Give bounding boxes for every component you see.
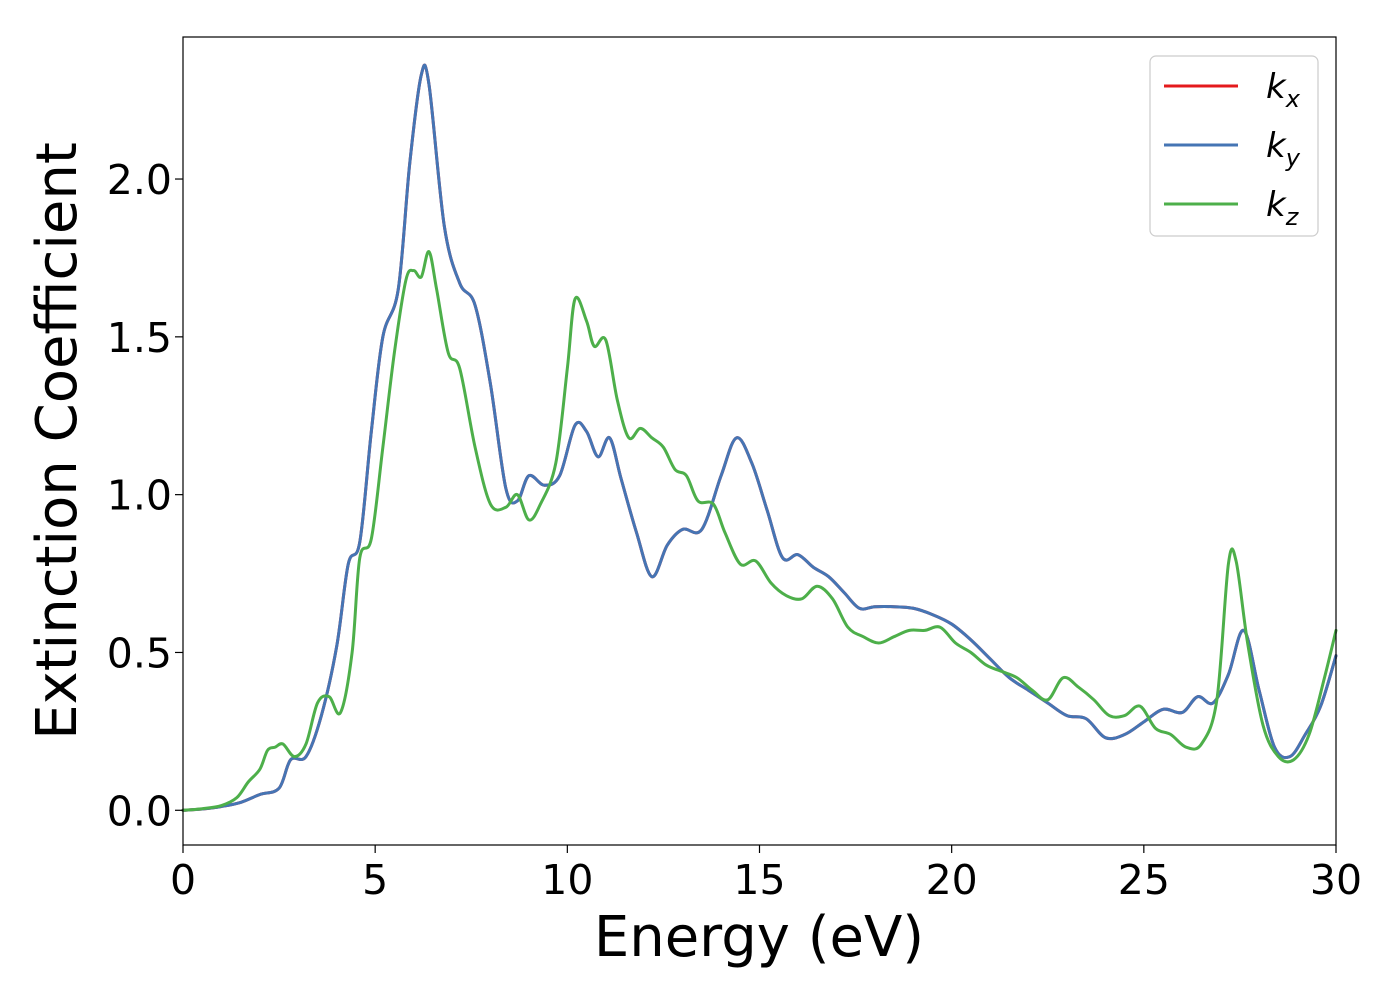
y-tick-label: 0.0: [107, 787, 172, 835]
legend-label-x: kx: [1266, 67, 1301, 113]
x-tick-label: 5: [362, 856, 388, 904]
x-tick-label: 10: [541, 856, 593, 904]
x-tick-label: 15: [733, 856, 785, 904]
y-tick-label: 1.5: [107, 314, 172, 362]
y-axis: 0.0 0.5 1.0 1.5 2.0: [107, 156, 183, 835]
legend: kx ky kz: [1149, 55, 1319, 237]
x-tick-label: 0: [170, 856, 196, 904]
legend-label-z: kz: [1266, 185, 1300, 231]
y-tick-label: 1.0: [107, 472, 172, 520]
series-line-y: [181, 63, 1338, 812]
x-tick-label: 30: [1310, 856, 1362, 904]
legend-label-y: ky: [1266, 126, 1301, 172]
x-axis: 0 5 10 15 20 25 30: [170, 845, 1362, 904]
x-axis-title: Energy (eV): [594, 905, 924, 970]
series-line-z: [181, 250, 1338, 812]
y-tick-label: 2.0: [107, 156, 172, 204]
y-tick-label: 0.5: [107, 629, 172, 677]
x-tick-label: 25: [1118, 856, 1170, 904]
x-tick-label: 20: [926, 856, 978, 904]
y-axis-title: Extinction Coefficient: [25, 142, 90, 740]
series-layer: [181, 63, 1338, 812]
